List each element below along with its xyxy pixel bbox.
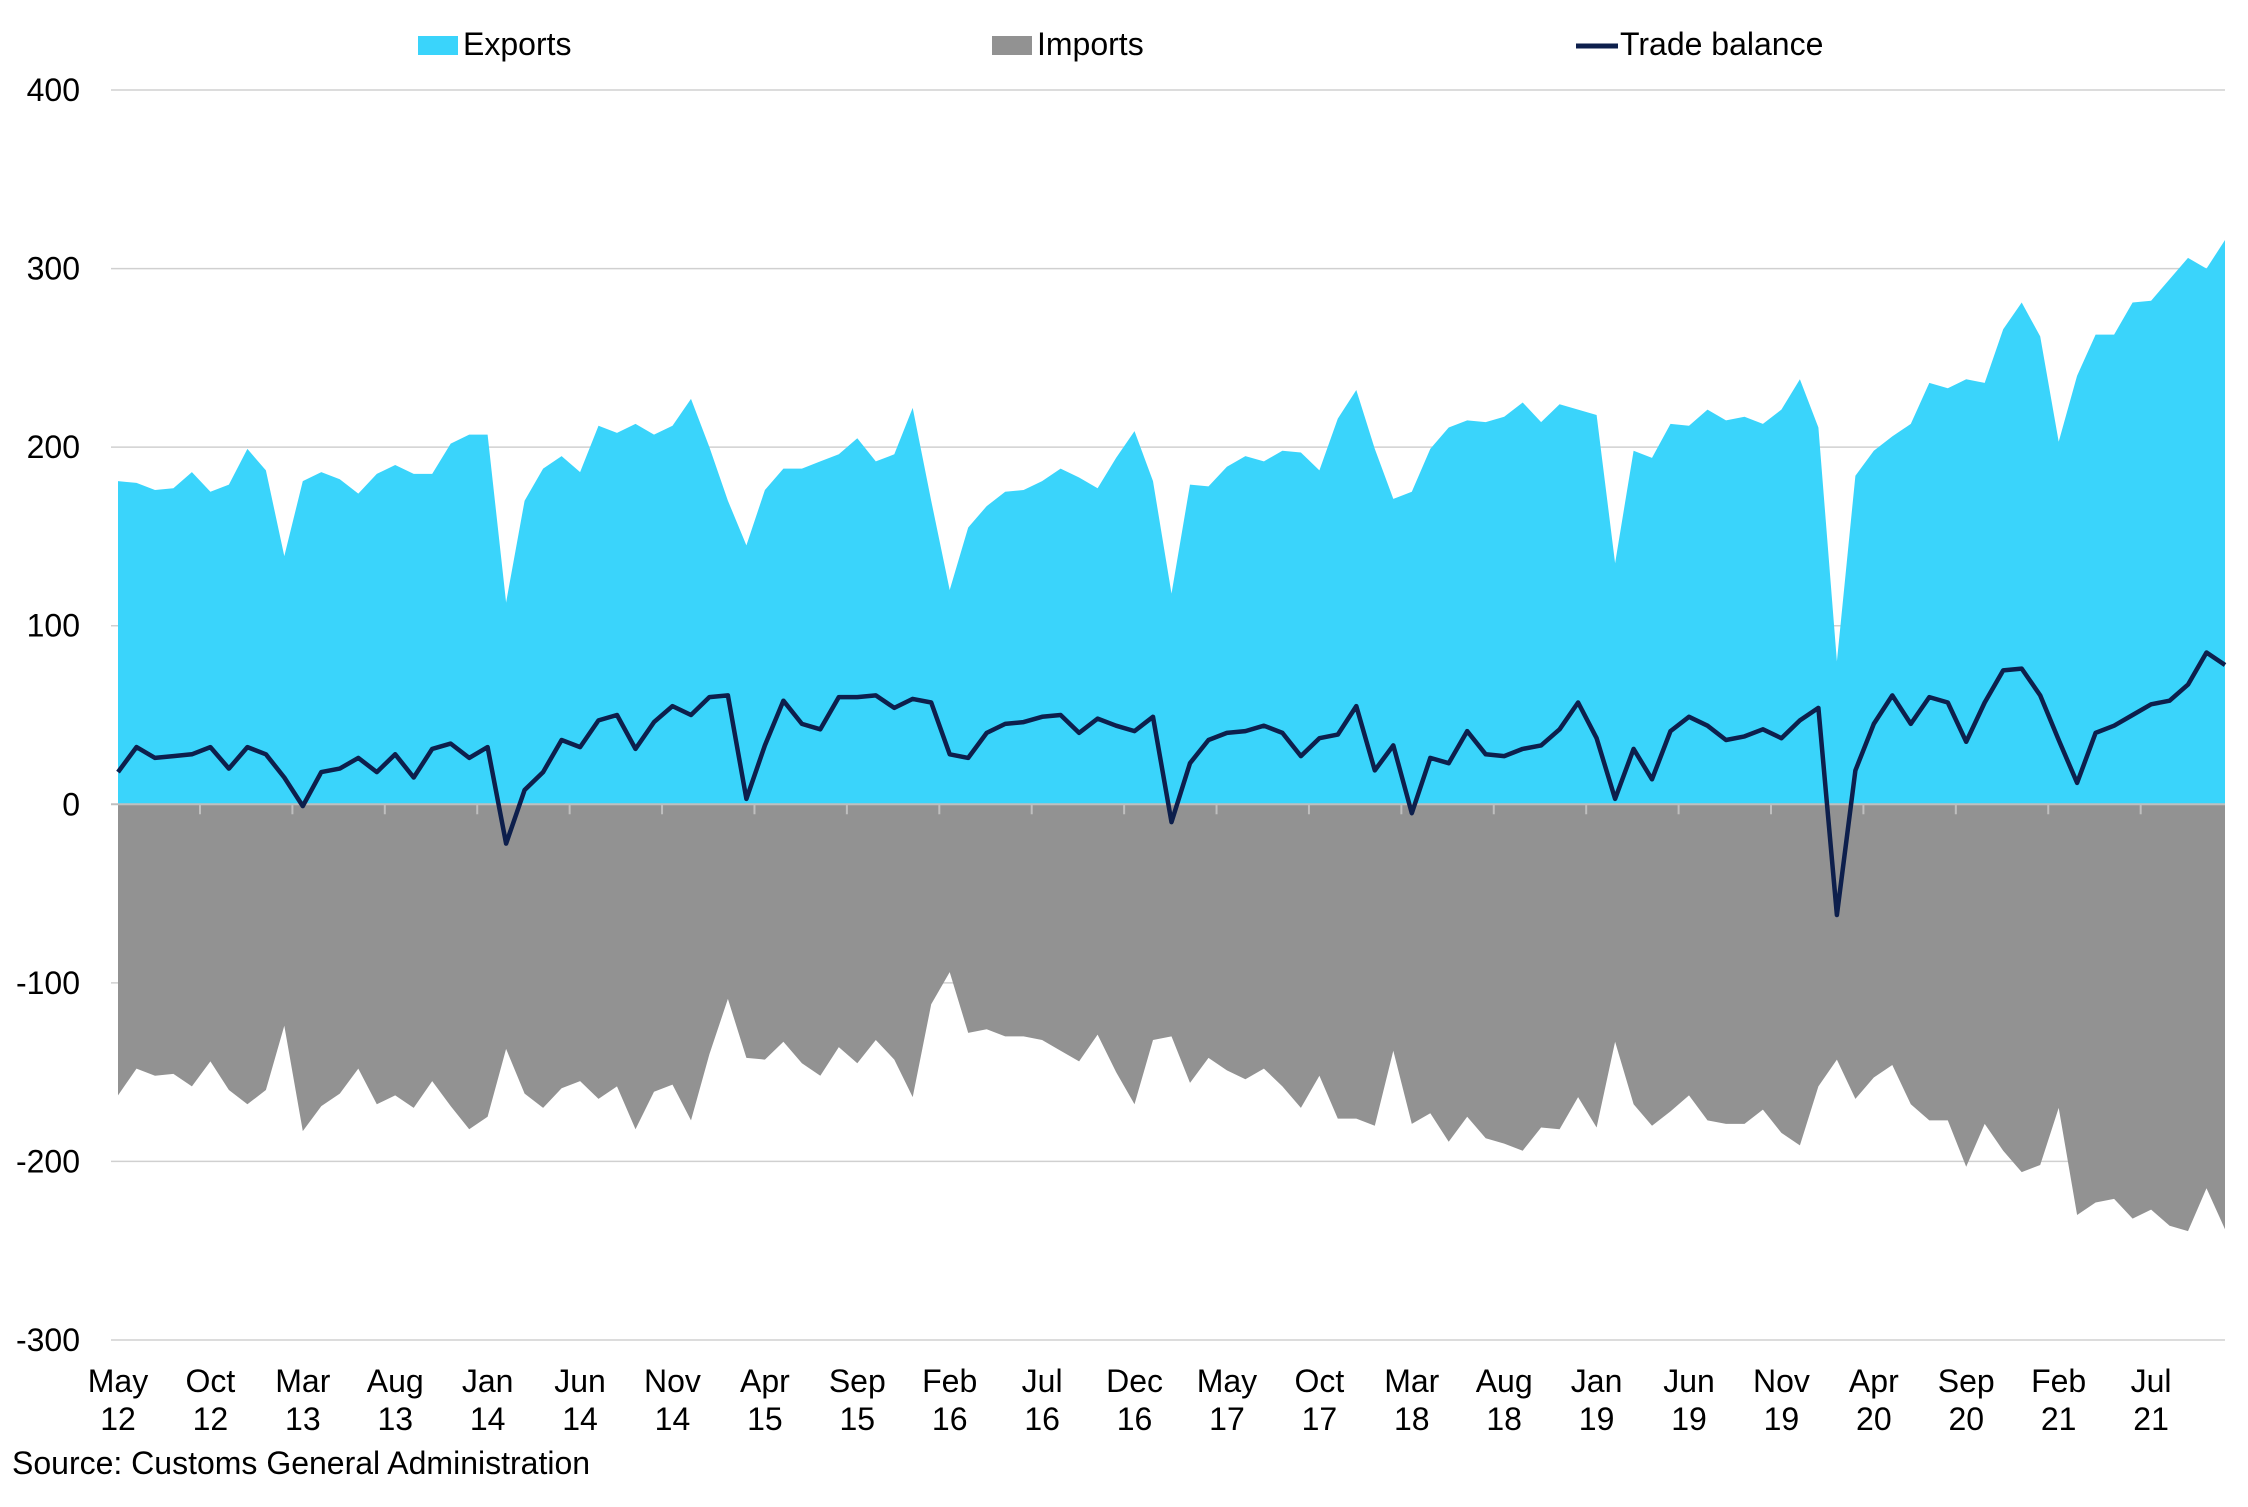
legend: Exports Imports Trade balance	[418, 26, 1823, 62]
x-tick-label: Dec 16	[1106, 1363, 1163, 1437]
legend-label-exports: Exports	[463, 26, 571, 62]
x-tick-label: Nov 19	[1753, 1363, 1810, 1437]
y-tick-label: 400	[27, 72, 80, 108]
trade-balance-line	[116, 650, 2227, 918]
x-tick-label: Nov 14	[644, 1363, 701, 1437]
y-axis-tick-labels: 400 300 200 100 0 -100 -200 -300	[16, 72, 80, 1358]
x-tick-label: May 12	[88, 1363, 148, 1437]
x-tick-label: Sep 20	[1938, 1363, 1995, 1437]
x-tick-label: Apr 15	[740, 1363, 790, 1437]
exports-area	[118, 240, 2225, 805]
x-tick-label: Apr 20	[1849, 1363, 1899, 1437]
x-tick-label: Aug 13	[367, 1363, 424, 1437]
y-tick-label: 300	[27, 251, 80, 287]
x-tick-label: Mar 18	[1384, 1363, 1439, 1437]
x-tick-label: Jan 14	[462, 1363, 514, 1437]
x-tick-label: Jul 16	[1022, 1363, 1063, 1437]
x-tick-label: Jun 14	[554, 1363, 606, 1437]
legend-label-imports: Imports	[1037, 26, 1144, 62]
legend-label-trade-balance: Trade balance	[1620, 26, 1823, 62]
x-tick-label: Mar 13	[275, 1363, 330, 1437]
x-tick-label: Jun 19	[1663, 1363, 1715, 1437]
legend-swatch-imports	[992, 36, 1032, 55]
y-tick-label: 0	[62, 786, 80, 822]
x-tick-label: Aug 18	[1476, 1363, 1533, 1437]
y-tick-label: -300	[16, 1322, 80, 1358]
x-tick-label: Jan 19	[1571, 1363, 1623, 1437]
y-tick-label: 200	[27, 429, 80, 465]
x-tick-label: Feb 16	[922, 1363, 977, 1437]
source-note: Source: Customs General Administration	[12, 1445, 591, 1481]
x-axis-ticks	[199, 804, 2142, 815]
y-tick-label: -100	[16, 965, 80, 1001]
x-tick-label: Jul 21	[2131, 1363, 2172, 1437]
x-tick-label: Oct 17	[1294, 1363, 1344, 1437]
x-tick-label: Feb 21	[2031, 1363, 2086, 1437]
legend-swatch-exports	[418, 36, 458, 55]
y-tick-label: 100	[27, 608, 80, 644]
x-axis-tick-labels: May 12 Oct 12 Mar 13 Aug 13 Jan 14 Jun 14 Nov 14 Apr 15…	[88, 1363, 2172, 1437]
y-tick-label: -200	[16, 1143, 80, 1179]
imports-area	[118, 804, 2225, 1232]
x-tick-label: May 17	[1197, 1363, 1257, 1437]
x-tick-label: Oct 12	[186, 1363, 236, 1437]
x-tick-label: Sep 15	[829, 1363, 886, 1437]
